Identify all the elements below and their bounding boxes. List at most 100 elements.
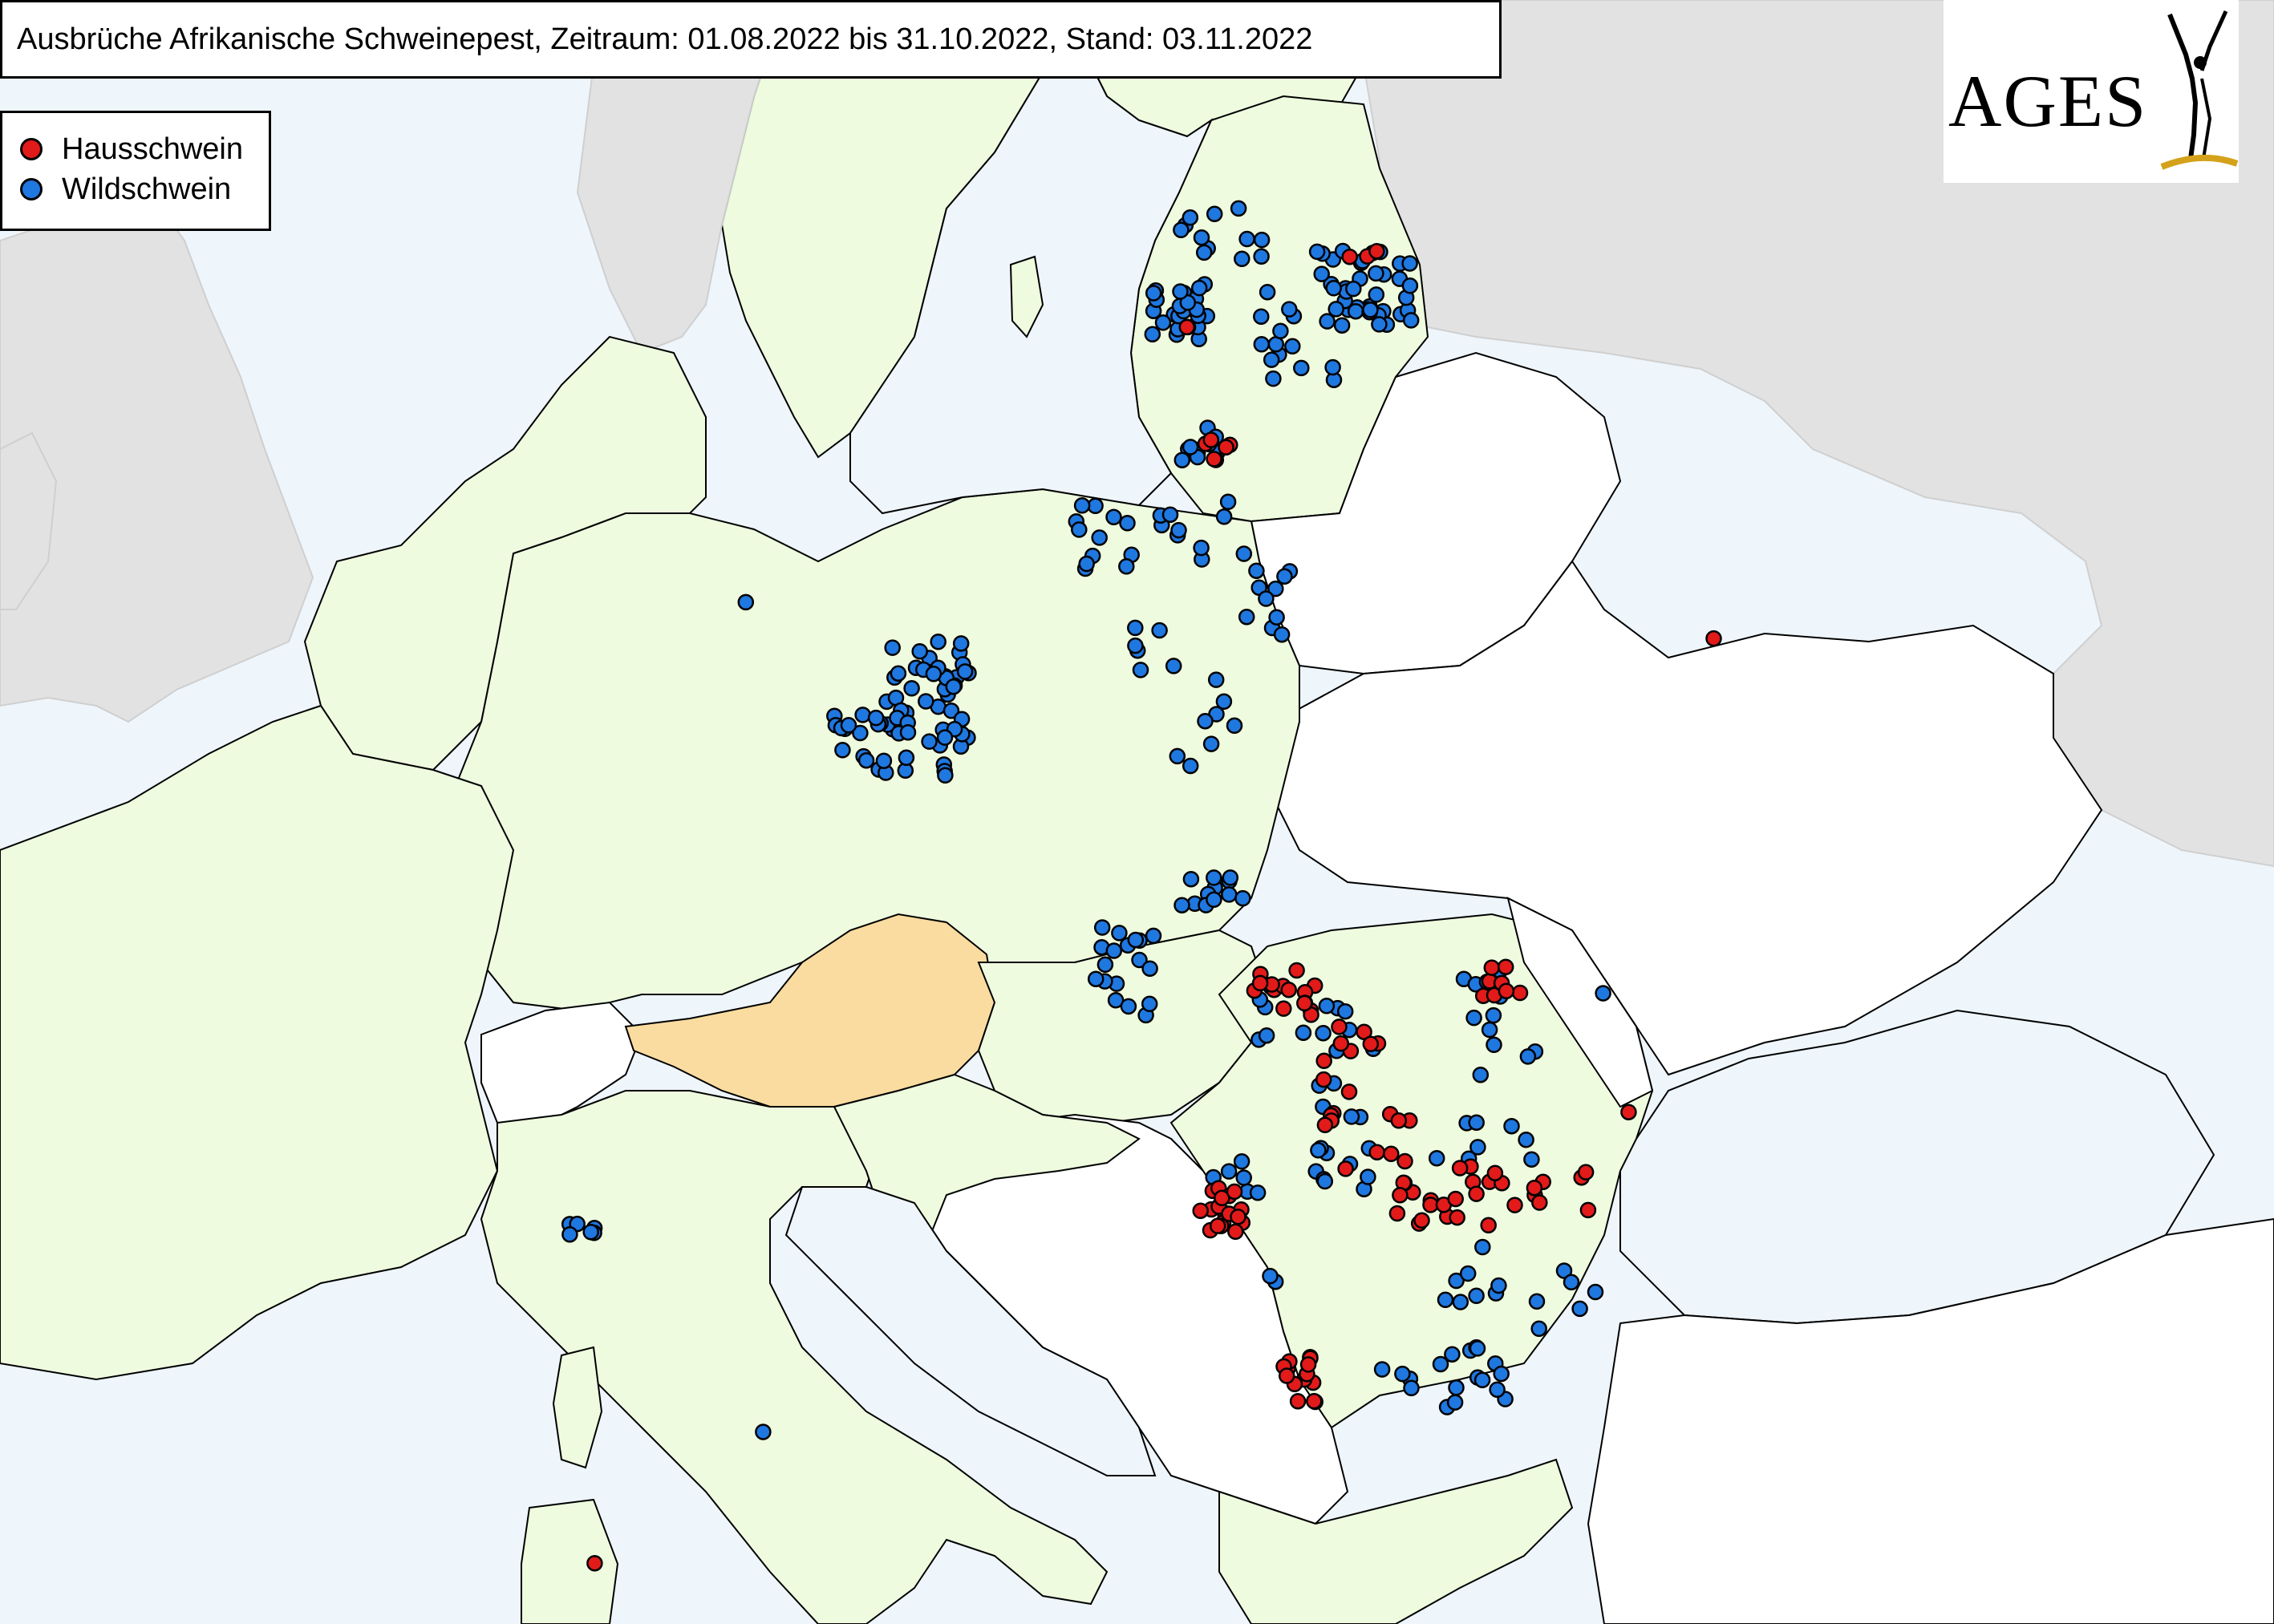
- domestic-pig-outbreak-marker: [1288, 962, 1305, 979]
- wild-boar-outbreak-marker: [1319, 313, 1336, 330]
- legend-label-wild: Wildschwein: [62, 172, 232, 206]
- wild-boar-outbreak-marker: [921, 733, 938, 750]
- domestic-pig-outbreak-marker: [1306, 1392, 1323, 1410]
- domestic-pig-outbreak-marker: [1278, 1367, 1295, 1384]
- wild-boar-outbreak-marker: [1324, 358, 1341, 376]
- wild-boar-outbreak-marker: [1394, 1365, 1411, 1383]
- wild-boar-outbreak-marker: [1118, 558, 1135, 575]
- domestic-pig-outbreak-marker: [1383, 1145, 1400, 1163]
- domestic-pig-outbreak-marker: [1368, 1144, 1385, 1160]
- wild-boar-outbreak-marker: [1193, 539, 1210, 557]
- wild-boar-outbreak-marker: [1452, 1294, 1469, 1310]
- wild-boar-outbreak-marker: [1096, 956, 1114, 974]
- domestic-pig-outbreak-marker: [586, 1554, 603, 1572]
- wild-boar-outbreak-marker: [1253, 336, 1271, 353]
- region-greece: [1218, 1458, 1574, 1624]
- wild-boar-outbreak-marker: [1444, 1346, 1461, 1363]
- domestic-pig-outbreak-marker: [1451, 1160, 1469, 1176]
- human-figure-icon: [2160, 10, 2239, 170]
- wild-boar-outbreak-marker: [1263, 351, 1280, 368]
- region-turkey: [1587, 1217, 2274, 1624]
- domestic-pig-outbreak-marker: [1498, 982, 1515, 1000]
- wild-boar-outbreak-marker: [1144, 326, 1161, 343]
- wild-boar-outbreak-marker: [1310, 1142, 1327, 1159]
- wild-boar-outbreak-marker: [1258, 590, 1275, 607]
- wild-boar-outbreak-marker: [840, 717, 857, 734]
- wild-boar-outbreak-marker: [1195, 244, 1213, 261]
- wild-boar-outbreak-marker: [1253, 308, 1270, 325]
- domestic-pig-outbreak-marker: [1227, 1223, 1244, 1241]
- wild-boar-outbreak-marker: [956, 663, 974, 680]
- domestic-pig-outbreak-marker: [1206, 451, 1222, 468]
- wild-boar-outbreak-marker: [898, 749, 915, 767]
- domestic-pig-outbreak-marker: [1337, 1160, 1354, 1177]
- wild-boar-outbreak-marker: [1459, 1265, 1477, 1282]
- wild-boar-outbreak-marker: [1295, 1024, 1312, 1041]
- wild-boar-outbreak-marker: [1238, 608, 1255, 626]
- wild-boar-outbreak-marker: [1446, 1394, 1464, 1411]
- wild-boar-outbreak-marker: [1182, 870, 1200, 888]
- wild-boar-outbreak-marker: [1465, 1009, 1482, 1027]
- wild-boar-outbreak-marker: [1587, 1283, 1604, 1301]
- wild-boar-outbreak-marker: [1107, 991, 1125, 1009]
- domestic-pig-outbreak-marker: [1275, 1000, 1292, 1017]
- wild-boar-outbreak-marker: [1230, 200, 1247, 217]
- domestic-pig-outbreak-marker: [1316, 1116, 1334, 1134]
- wild-boar-outbreak-marker: [1197, 712, 1214, 730]
- wild-boar-outbreak-marker: [1333, 317, 1351, 334]
- domestic-pig-outbreak-marker: [1577, 1164, 1595, 1181]
- wild-boar-outbreak-marker: [1325, 280, 1342, 297]
- wild-boar-outbreak-marker: [1154, 314, 1172, 331]
- domestic-pig-outbreak-marker: [1289, 1392, 1307, 1410]
- wild-boar-outbreak-marker: [1403, 1379, 1420, 1397]
- wild-boar-outbreak-marker: [1523, 1151, 1540, 1168]
- domestic-pig-outbreak-marker: [1480, 1217, 1497, 1234]
- wild-boar-outbreak-marker: [1253, 231, 1271, 249]
- wild-boar-outbreak-marker: [561, 1225, 578, 1243]
- wild-boar-outbreak-marker: [1215, 693, 1233, 711]
- wild-boar-outbreak-marker: [1120, 998, 1137, 1015]
- domestic-pig-outbreak-marker: [1483, 959, 1501, 976]
- wild-boar-outbreak-marker: [755, 1424, 772, 1440]
- wild-boar-outbreak-marker: [1206, 891, 1222, 909]
- wild-boar-outbreak-marker: [852, 724, 869, 742]
- wild-boar-outbreak-marker: [1448, 1272, 1465, 1290]
- wild-boar-outbreak-marker: [1105, 508, 1122, 526]
- wild-boar-outbreak-marker: [1318, 998, 1336, 1014]
- domestic-pig-outbreak-marker: [1192, 1202, 1209, 1220]
- wild-boar-outbreak-marker: [884, 639, 901, 656]
- wild-boar-outbreak-marker: [875, 752, 893, 769]
- domestic-pig-outbreak-marker: [1392, 1187, 1409, 1204]
- region-adriatic: [784, 1186, 1157, 1476]
- wild-boar-outbreak-marker: [1222, 869, 1239, 886]
- domestic-pig-outbreak-marker: [1340, 1083, 1358, 1100]
- domestic-pig-outbreak-marker: [1299, 1356, 1317, 1373]
- domestic-pig-outbreak-marker: [1486, 1164, 1504, 1181]
- domestic-pig-outbreak-marker: [1315, 1071, 1332, 1088]
- wild-boar-outbreak-marker: [1473, 1371, 1491, 1389]
- wild-boar-outbreak-marker: [936, 729, 954, 746]
- domestic-pig-outbreak-marker: [1468, 1185, 1485, 1202]
- wild-boar-outbreak-marker: [1347, 302, 1364, 320]
- wild-boar-outbreak-marker: [1595, 985, 1611, 1002]
- domestic-pig-outbreak-marker: [1620, 1104, 1637, 1120]
- domestic-pig-outbreak-marker: [1315, 1052, 1332, 1070]
- domestic-pig-outbreak-marker: [1362, 1035, 1380, 1053]
- wild-boar-outbreak-marker: [1145, 285, 1162, 302]
- domestic-pig-outbreak-marker: [1506, 1197, 1523, 1213]
- wild-boar-outbreak-marker: [1219, 493, 1237, 511]
- wild-boar-outbreak-marker: [1485, 1006, 1502, 1024]
- wild-boar-outbreak-marker: [1360, 1168, 1376, 1185]
- region-sardinia: [521, 1498, 619, 1624]
- wild-boar-outbreak-marker: [911, 642, 928, 660]
- wild-boar-outbreak-marker: [1316, 1172, 1334, 1190]
- wild-boar-outbreak-marker: [1206, 205, 1223, 223]
- wild-boar-outbreak-marker: [1141, 995, 1158, 1013]
- wild-boar-outbreak-marker: [1071, 521, 1088, 538]
- wild-boar-outbreak-marker: [1234, 889, 1251, 907]
- region-central-europe: [448, 488, 1300, 1012]
- wild-boar-outbreak-marker: [1273, 626, 1291, 643]
- region-ireland: [0, 431, 58, 610]
- wild-boar-outbreak-marker: [1468, 1287, 1485, 1305]
- wild-boar-outbreak-marker: [1173, 897, 1190, 913]
